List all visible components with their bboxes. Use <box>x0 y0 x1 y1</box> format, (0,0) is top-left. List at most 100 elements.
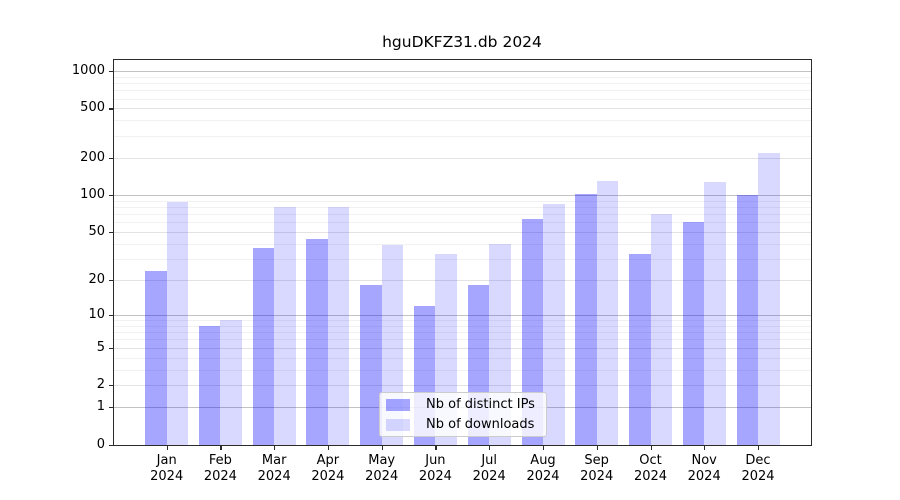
y-tick-500 <box>109 108 113 110</box>
x-tick-label-month-jul: Jul <box>481 453 498 468</box>
gridline-700 <box>114 90 811 92</box>
y-tick-label-50: 50 <box>88 223 105 239</box>
x-tick-label-year-nov: 2024 <box>687 469 721 484</box>
bar-distinct-ips-mar <box>252 247 275 445</box>
x-tick-label-month-jan: Jan <box>156 453 177 468</box>
gridline-9 <box>114 320 811 321</box>
x-tick-label-year-oct: 2024 <box>633 469 668 484</box>
y-tick-label-0: 0 <box>96 436 105 452</box>
x-tick-label-year-apr: 2024 <box>311 469 345 484</box>
gridline-3 <box>114 369 811 371</box>
y-tick-label-5: 5 <box>96 339 105 355</box>
bar-distinct-ips-nov <box>682 222 705 445</box>
gridline-100 <box>114 195 811 196</box>
y-tick-label-10: 10 <box>88 306 105 322</box>
x-tick-label-year-mar: 2024 <box>257 469 291 484</box>
gridline-200 <box>114 157 811 159</box>
gridline-500 <box>114 108 811 110</box>
x-tick-label-may: May 2024 <box>354 453 410 485</box>
x-tick-feb <box>220 445 222 450</box>
bar-downloads-aug <box>543 203 565 445</box>
x-tick-apr <box>327 445 330 450</box>
bar-distinct-ips-feb <box>198 325 221 445</box>
gridline-6 <box>114 339 811 341</box>
x-tick-label-month-jun: Jun <box>425 453 446 468</box>
legend-item-distinct-ips: Nb of distinct IPs <box>380 395 546 415</box>
x-tick-label-aug: Aug 2024 <box>515 453 571 485</box>
gridline-300 <box>114 135 811 137</box>
bar-distinct-ips-dec <box>736 195 758 445</box>
bar-downloads-feb <box>220 320 242 445</box>
y-tick-0 <box>109 444 113 446</box>
gridline-4 <box>114 357 811 359</box>
x-tick-label-apr: Apr 2024 <box>300 453 356 485</box>
gridline-2 <box>114 385 811 387</box>
x-tick-label-oct: Oct 2024 <box>623 453 679 485</box>
bar-distinct-ips-apr <box>306 238 328 445</box>
y-tick-2 <box>109 385 113 387</box>
gridline-80 <box>114 206 811 208</box>
bar-downloads-oct <box>650 214 672 445</box>
x-tick-dec <box>758 445 760 450</box>
x-tick-label-mar: Mar 2024 <box>246 453 302 485</box>
gridline-20 <box>114 279 811 281</box>
x-tick-may <box>381 445 383 450</box>
gridline-50 <box>114 231 811 233</box>
x-tick-label-year-jan: 2024 <box>150 469 184 484</box>
y-tick-10 <box>109 314 113 316</box>
y-tick-200 <box>109 157 113 159</box>
x-tick-label-jun: Jun 2024 <box>407 453 463 485</box>
plot-area <box>113 59 812 446</box>
x-tick-mar <box>274 445 276 450</box>
x-tick-label-month-aug: Aug <box>530 453 556 468</box>
legend-swatch-distinct-ips <box>386 399 410 411</box>
legend-swatch-downloads <box>386 419 410 431</box>
y-tick-20 <box>109 279 113 282</box>
bar-distinct-ips-aug <box>521 218 543 445</box>
bar-downloads-nov <box>704 181 726 445</box>
x-tick-label-feb: Feb 2024 <box>192 453 248 485</box>
x-tick-label-dec: Dec 2024 <box>730 453 786 485</box>
y-tick-label-1000: 1000 <box>71 62 105 78</box>
x-tick-nov <box>704 445 706 450</box>
x-tick-jan <box>166 445 168 450</box>
gridline-40 <box>114 243 811 245</box>
x-tick-label-month-apr: Apr <box>316 453 340 468</box>
x-tick-sep <box>596 445 598 450</box>
x-tick-aug <box>543 445 545 450</box>
x-tick-label-year-jun: 2024 <box>418 469 452 484</box>
bar-distinct-ips-oct <box>629 253 651 445</box>
y-tick-label-20: 20 <box>88 271 105 287</box>
gridline-30 <box>114 258 811 260</box>
x-tick-label-month-oct: Oct <box>639 453 662 468</box>
x-tick-jul <box>489 445 491 450</box>
x-tick-label-year-dec: 2024 <box>741 469 775 484</box>
gridline-400 <box>114 120 811 122</box>
legend: Nb of distinct IPs Nb of downloads <box>379 392 547 437</box>
x-tick-jun <box>435 445 437 450</box>
bar-downloads-sep <box>596 180 619 445</box>
x-tick-label-year-may: 2024 <box>365 469 399 484</box>
gridline-1000 <box>114 70 811 72</box>
gridline-90 <box>114 200 811 202</box>
gridline-5 <box>114 347 811 349</box>
gridline-70 <box>114 214 811 215</box>
bar-downloads-mar <box>274 206 296 445</box>
x-tick-label-year-sep: 2024 <box>580 469 614 484</box>
y-tick-label-1: 1 <box>96 399 105 414</box>
bar-distinct-ips-sep <box>575 194 597 445</box>
chart-title: hguDKFZ31.db 2024 <box>382 33 542 51</box>
gridline-8 <box>114 325 811 327</box>
legend-label-downloads: Nb of downloads <box>426 417 535 432</box>
gridline-900 <box>114 76 811 78</box>
x-tick-label-month-dec: Dec <box>745 453 771 468</box>
gridline-7 <box>114 332 811 334</box>
bar-distinct-ips-jan <box>145 270 167 445</box>
x-tick-label-year-aug: 2024 <box>526 469 560 484</box>
y-tick-5 <box>109 347 113 349</box>
x-tick-label-month-mar: Mar <box>261 453 287 468</box>
x-tick-label-jul: Jul 2024 <box>461 453 517 485</box>
y-tick-label-100: 100 <box>80 187 105 202</box>
x-tick-label-year-feb: 2024 <box>203 469 237 484</box>
